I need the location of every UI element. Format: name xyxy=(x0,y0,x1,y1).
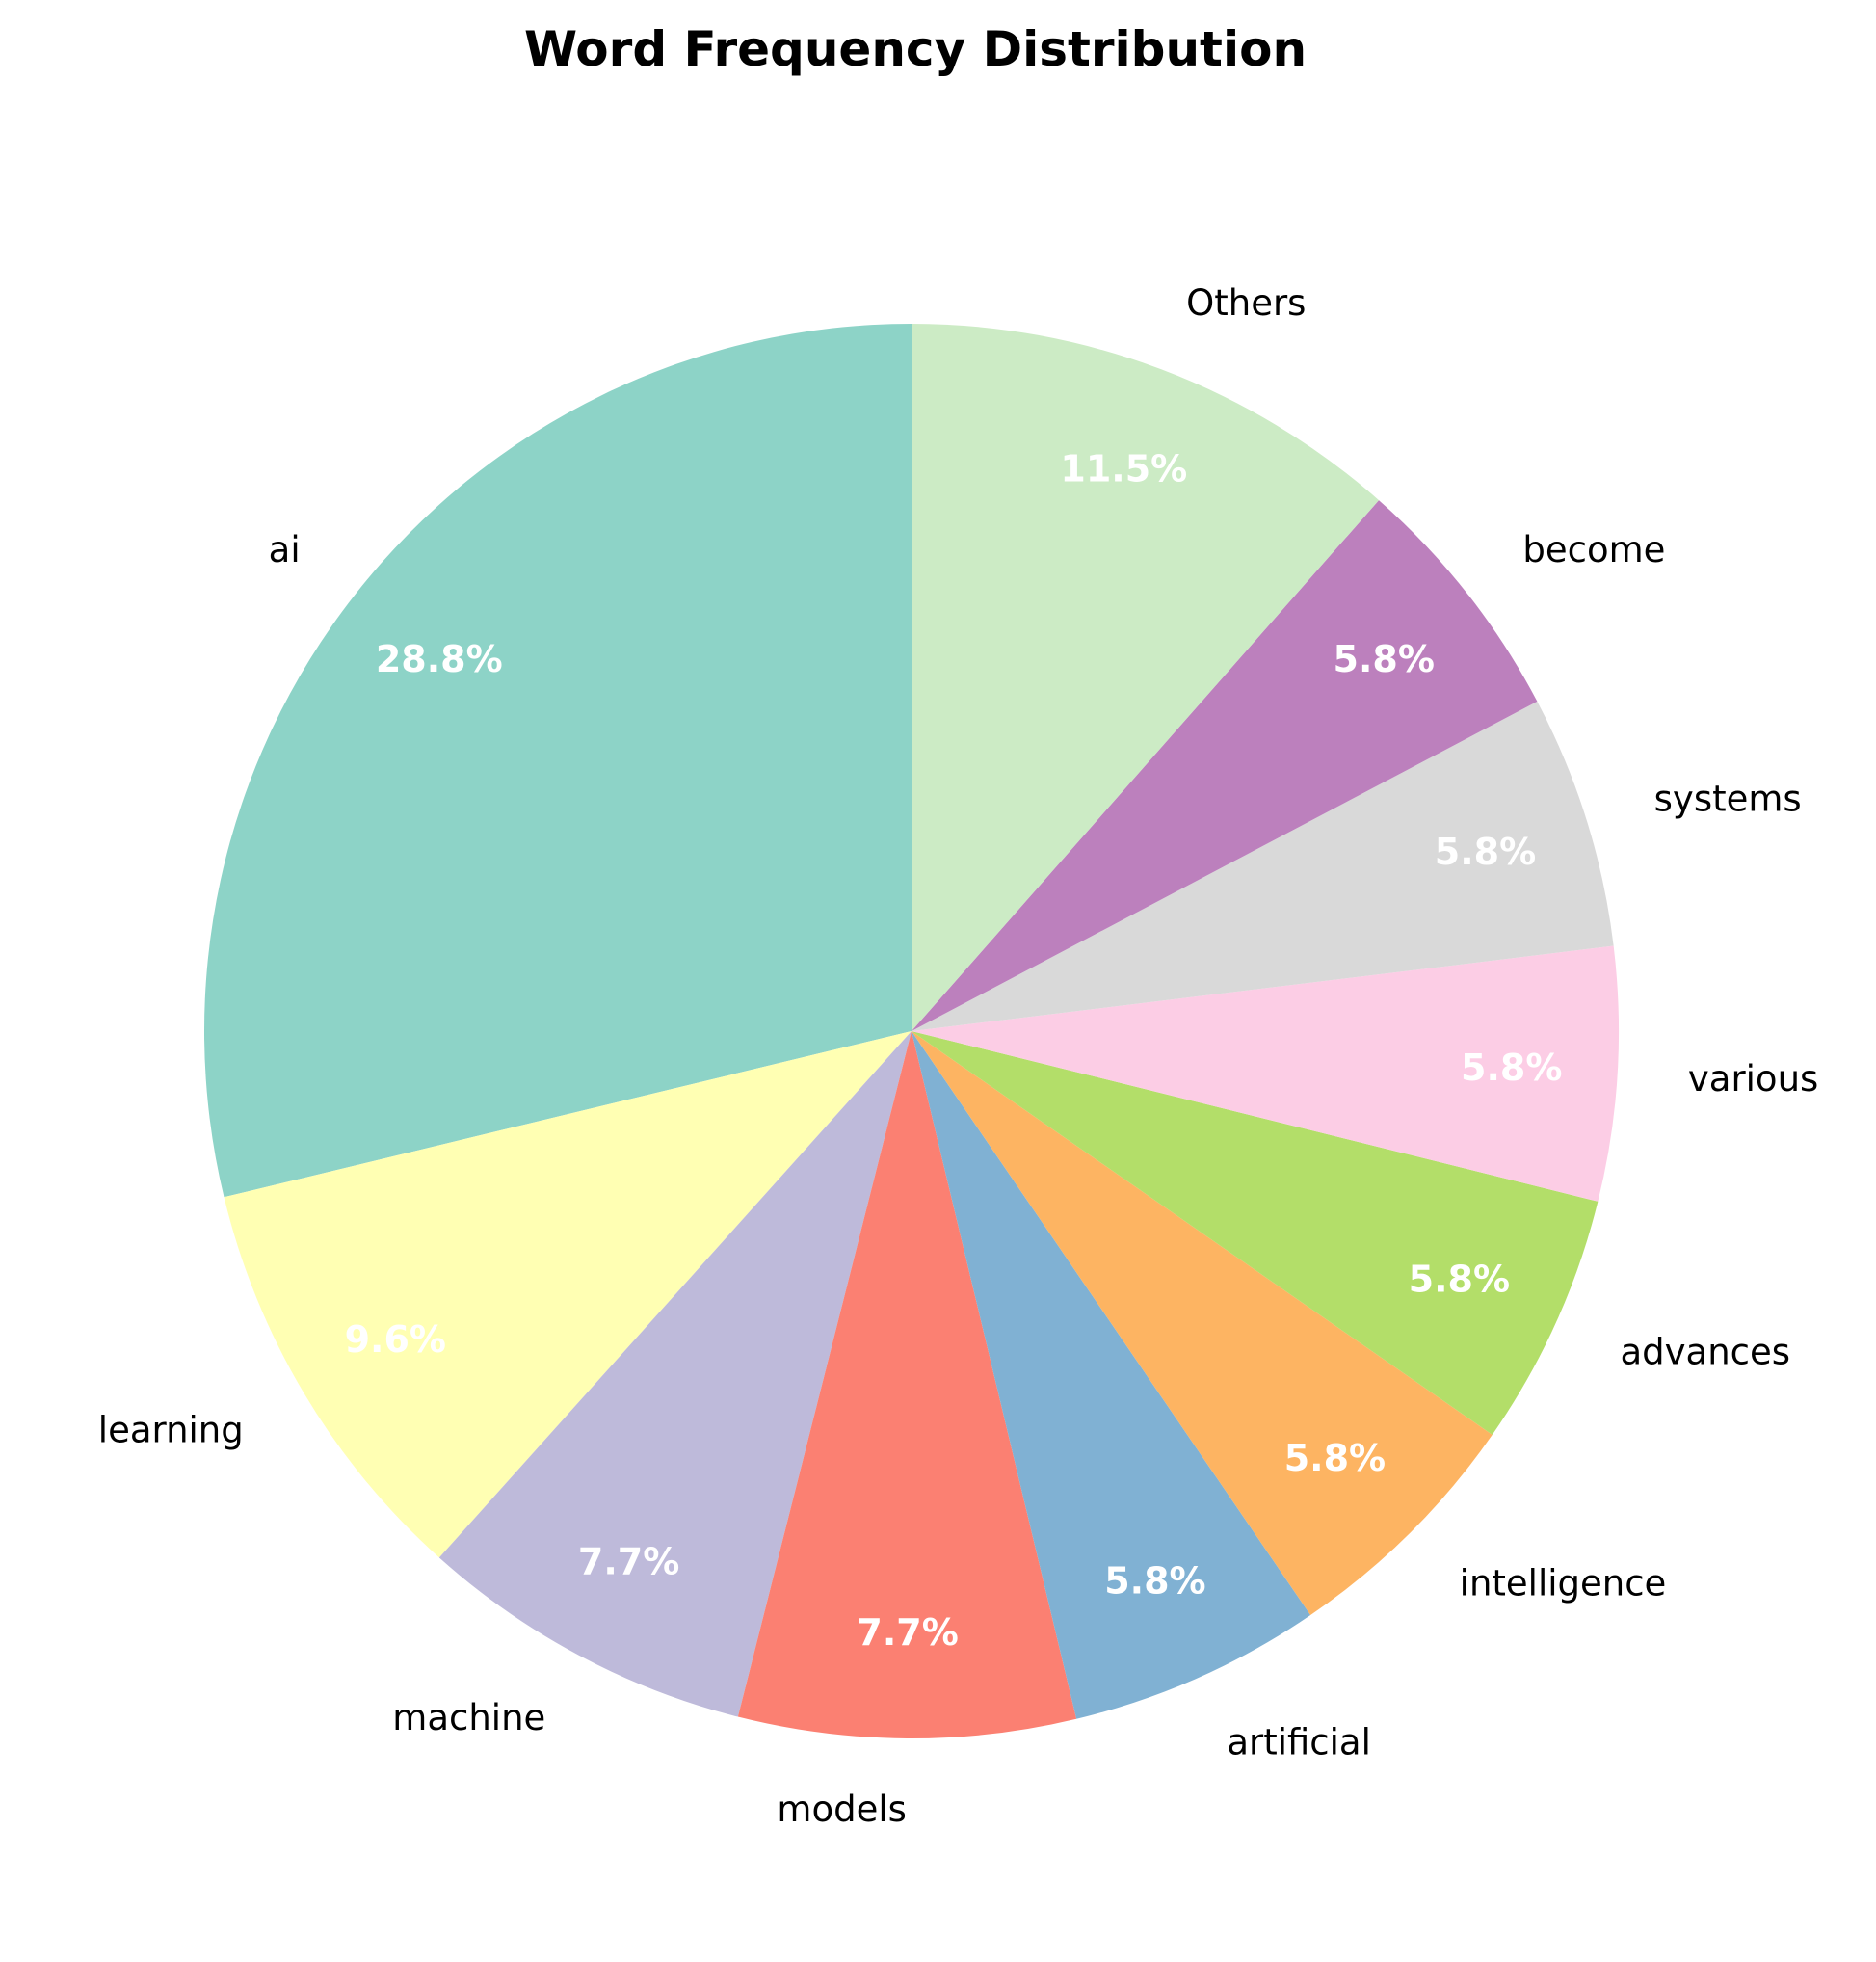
slice-label-others: Others xyxy=(1186,282,1306,324)
slice-label-machine: machine xyxy=(392,1697,545,1738)
pie-slice-systems xyxy=(912,701,1614,1031)
slice-label-learning: learning xyxy=(98,1409,244,1450)
pct-label-become: 5.8% xyxy=(1334,638,1435,680)
pct-label-models: 7.7% xyxy=(857,1611,958,1654)
pct-label-intelligence: 5.8% xyxy=(1284,1437,1386,1479)
pie-slice-machine xyxy=(438,1031,912,1717)
slice-label-models: models xyxy=(777,1789,907,1830)
slice-label-systems: systems xyxy=(1654,779,1802,820)
pie-slice-learning xyxy=(224,1031,912,1558)
pie-slice-models xyxy=(737,1031,1077,1738)
pie-slice-various xyxy=(912,945,1619,1202)
pct-label-various: 5.8% xyxy=(1461,1047,1562,1089)
pct-label-systems: 5.8% xyxy=(1435,831,1536,873)
pie-labels: ai 28.8% learning 9.6% machine 7.7% models 7.7%… xyxy=(98,282,1819,1830)
pie-slice-become xyxy=(912,500,1538,1031)
pct-label-artificial: 5.8% xyxy=(1104,1559,1205,1602)
slice-label-various: various xyxy=(1688,1058,1818,1100)
slice-label-intelligence: intelligence xyxy=(1460,1563,1667,1604)
pct-label-advances: 5.8% xyxy=(1409,1258,1510,1300)
slice-label-artificial: artificial xyxy=(1227,1722,1371,1763)
slice-label-ai: ai xyxy=(269,529,301,570)
pie-slice-intelligence xyxy=(912,1031,1493,1616)
pie-slice-others xyxy=(912,324,1380,1031)
pie-slice-artificial xyxy=(912,1031,1311,1719)
pie-slices xyxy=(203,324,1619,1738)
pie-slice-ai xyxy=(203,324,912,1198)
pct-label-machine: 7.7% xyxy=(578,1541,679,1583)
pct-label-learning: 9.6% xyxy=(345,1318,446,1361)
pie-slice-advances xyxy=(912,1031,1599,1435)
pct-label-others: 11.5% xyxy=(1060,447,1187,490)
pct-label-ai: 28.8% xyxy=(376,638,503,680)
chart-title: Word Frequency Distribution xyxy=(523,21,1308,77)
slice-label-advances: advances xyxy=(1620,1332,1790,1373)
slice-label-become: become xyxy=(1522,529,1665,570)
